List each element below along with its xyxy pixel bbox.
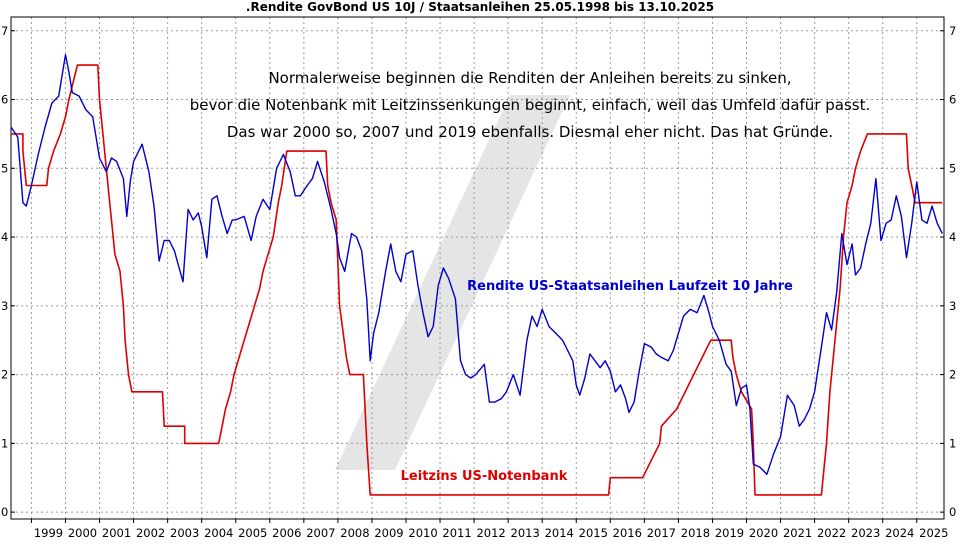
x-tick-label: 2022 [817, 526, 846, 540]
x-tick-label: 2003 [170, 526, 199, 540]
x-tick-label: 2015 [579, 526, 608, 540]
annotation-line-1: Normalerweise beginnen die Renditen der … [268, 69, 791, 87]
x-tick-label: 2018 [681, 526, 710, 540]
x-tick-label: 2011 [442, 526, 471, 540]
y-tick-label-left: 7 [1, 24, 8, 38]
x-tick-label: 2023 [851, 526, 880, 540]
x-tick-label: 1999 [34, 526, 63, 540]
x-tick-label: 2024 [885, 526, 914, 540]
annotation-line-3: Das war 2000 so, 2007 und 2019 ebenfalls… [227, 123, 833, 141]
series-line-yield [10, 54, 943, 475]
series-label-fed-rate: Leitzins US-Notenbank [401, 469, 568, 484]
y-tick-label-left: 5 [1, 161, 8, 175]
series-label-yield: Rendite US-Staatsanleihen Laufzeit 10 Ja… [467, 279, 793, 294]
x-tick-label: 2014 [545, 526, 574, 540]
x-tick-label: 2021 [783, 526, 812, 540]
annotation-line-2: bevor die Notenbank mit Leitzinssenkunge… [190, 96, 871, 114]
y-tick-label-right: 3 [949, 299, 956, 313]
x-tick-label: 2002 [136, 526, 165, 540]
x-tick-label: 2000 [68, 526, 97, 540]
x-tick-label: 2019 [715, 526, 744, 540]
y-tick-label-right: 6 [949, 93, 956, 107]
x-tick-label: 2013 [511, 526, 540, 540]
x-tick-label: 2004 [204, 526, 233, 540]
y-tick-label-left: 3 [1, 299, 8, 313]
y-tick-label-left: 0 [1, 505, 8, 519]
x-tick-label: 2016 [613, 526, 642, 540]
y-tick-label-left: 1 [1, 436, 8, 450]
series-layer [10, 54, 943, 496]
series-line-fed-rate [11, 64, 943, 496]
y-tick-label-left: 2 [1, 368, 8, 382]
x-tick-label: 2010 [408, 526, 437, 540]
x-tick-label: 2005 [238, 526, 267, 540]
y-tick-label-right: 2 [949, 368, 956, 382]
x-tick-label: 2012 [476, 526, 505, 540]
watermark-slash [335, 95, 570, 470]
x-tick-label: 2008 [340, 526, 369, 540]
x-tick-label: 2001 [102, 526, 131, 540]
x-tick-label: 2017 [647, 526, 676, 540]
y-tick-label-right: 7 [949, 24, 956, 38]
y-tick-label-right: 0 [949, 505, 956, 519]
x-tick-label: 2025 [919, 526, 948, 540]
x-tick-label: 2020 [749, 526, 778, 540]
grid [11, 17, 944, 519]
plot-frame [10, 16, 945, 520]
chart-title: .Rendite GovBond US 10J / Staatsanleihen… [246, 0, 714, 14]
y-tick-label-right: 5 [949, 161, 956, 175]
y-tick-label-left: 6 [1, 93, 8, 107]
x-tick-label: 2007 [306, 526, 335, 540]
x-tick-label: 2009 [374, 526, 403, 540]
y-tick-label-right: 1 [949, 436, 956, 450]
x-tick-label: 2006 [272, 526, 301, 540]
y-tick-label-right: 4 [949, 230, 956, 244]
y-tick-label-left: 4 [1, 230, 8, 244]
tick-layer: 0 0 1 1 2 2 3 3 4 4 5 5 6 6 7 7 1999 2000 2001 2002 2003 2004… [1, 24, 956, 540]
